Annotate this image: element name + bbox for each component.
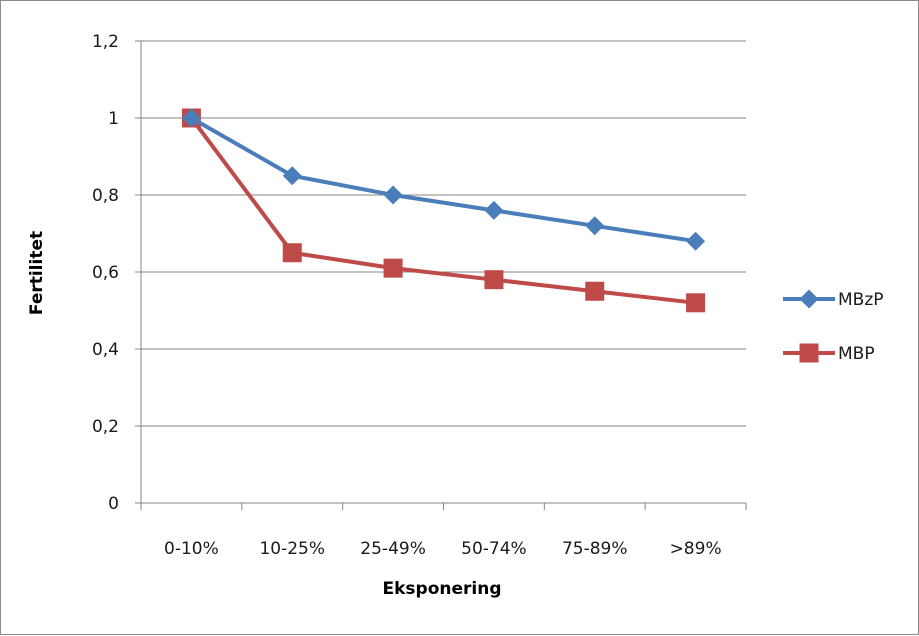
data-point	[686, 293, 706, 313]
data-point	[181, 108, 201, 128]
legend-marker	[799, 343, 819, 363]
legend: MBzP MBP	[783, 289, 884, 364]
data-point	[686, 231, 706, 251]
series-line	[189, 116, 696, 305]
data-point	[484, 200, 504, 220]
x-tick-label: 10-25%	[259, 539, 325, 559]
x-tick-label: 0-10%	[164, 539, 219, 559]
x-tick-label: 50-74%	[461, 539, 527, 559]
x-axis-title: Eksponering	[383, 579, 502, 599]
data-point	[585, 216, 605, 236]
series-lines	[181, 108, 706, 313]
y-tick-label: 0,6	[92, 263, 119, 283]
data-point	[383, 258, 403, 278]
series-mbzp	[181, 108, 706, 251]
legend-label: MBzP	[838, 290, 884, 310]
data-point	[282, 243, 302, 263]
y-tick-label: 0,8	[92, 186, 119, 206]
data-point	[282, 166, 302, 186]
legend-marker	[799, 289, 819, 309]
x-tick-label: >89%	[670, 539, 722, 559]
axes	[135, 40, 747, 510]
x-tick-label: 75-89%	[562, 539, 628, 559]
x-tick-labels: 0-10% 10-25% 25-49% 50-74% 75-89% >89%	[164, 539, 722, 559]
y-tick-label: 0,4	[92, 340, 119, 360]
series-mbp	[181, 108, 706, 313]
y-axis-title: Fertilitet	[27, 231, 47, 315]
x-tick-label: 25-49%	[360, 539, 426, 559]
legend-entry-mbzp: MBzP	[783, 289, 884, 310]
legend-label: MBP	[838, 344, 875, 364]
data-point	[383, 185, 403, 205]
series-line	[190, 116, 696, 244]
y-tick-labels: 0 0,2 0,4 0,6 0,8 1 1,2	[92, 32, 119, 514]
data-point	[484, 270, 504, 290]
y-tick-label: 0,2	[92, 417, 119, 437]
data-point	[585, 281, 605, 301]
legend-entry-mbp: MBP	[783, 343, 875, 364]
y-tick-label: 1	[108, 109, 119, 129]
y-tick-label: 1,2	[92, 32, 119, 52]
y-tick-label: 0	[108, 494, 119, 514]
